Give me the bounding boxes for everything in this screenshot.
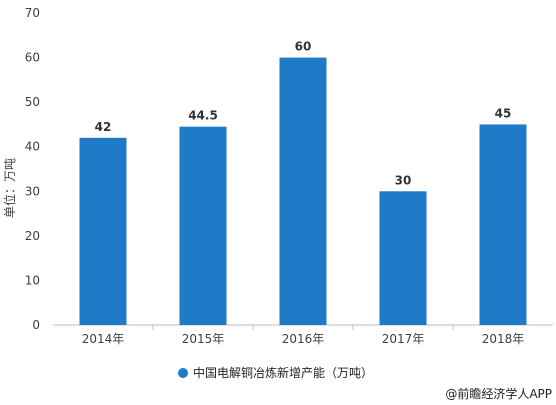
data-labels: 42 44.5 60 30 45 (95, 40, 512, 188)
y-tick-label: 60 (25, 51, 40, 65)
y-tick-label: 40 (25, 140, 40, 154)
x-tick-label: 2015年 (182, 332, 225, 346)
bar (379, 191, 427, 325)
data-label: 44.5 (188, 109, 218, 123)
data-label: 45 (495, 106, 512, 120)
legend-marker (178, 368, 188, 378)
x-tick-label: 2017年 (382, 332, 425, 346)
x-tick-label: 2018年 (482, 332, 525, 346)
bar (179, 126, 227, 326)
y-axis: 0 10 20 30 40 50 60 70 (25, 6, 40, 332)
credit-text: @前瞻经济学人APP (445, 386, 552, 401)
bar (79, 137, 127, 325)
x-axis: 2014年 2015年 2016年 2017年 2018年 (82, 325, 525, 346)
x-tick-label: 2014年 (82, 332, 125, 346)
y-tick-label: 50 (25, 95, 40, 109)
data-label: 30 (395, 173, 412, 187)
bar (479, 124, 527, 325)
y-tick-label: 0 (32, 318, 40, 332)
legend-label: 中国电解铜冶炼新增产能（万吨） (193, 365, 373, 380)
bar (279, 57, 327, 325)
legend: 中国电解铜冶炼新增产能（万吨） (178, 365, 373, 380)
y-tick-label: 20 (25, 229, 40, 243)
y-tick-label: 10 (25, 273, 40, 287)
credit: @前瞻经济学人APP (445, 386, 552, 401)
y-axis-title: 单位：万吨 (2, 158, 17, 218)
y-tick-label: 70 (25, 6, 40, 20)
x-tick-label: 2016年 (282, 332, 325, 346)
bars (79, 57, 527, 326)
y-tick-label: 30 (25, 184, 40, 198)
data-label: 42 (95, 120, 112, 134)
data-label: 60 (295, 40, 312, 54)
